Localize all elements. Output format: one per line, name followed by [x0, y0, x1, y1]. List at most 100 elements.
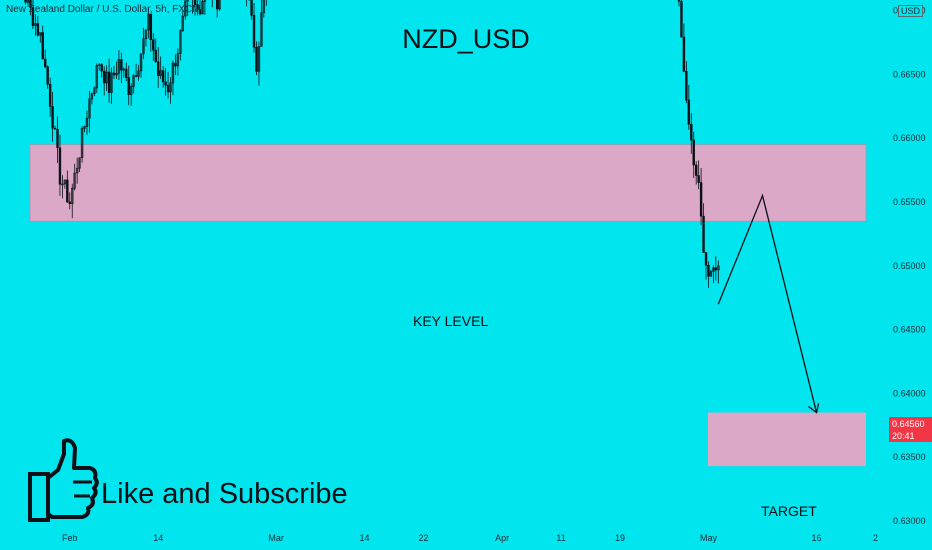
candle-body: [98, 64, 101, 66]
y-tick-label: 0.66500: [893, 69, 926, 79]
candle-body: [257, 46, 261, 72]
y-tick-label: 0.63000: [893, 516, 926, 526]
candle-body: [88, 98, 91, 119]
x-tick-label: Mar: [268, 533, 284, 543]
arrow-head: [808, 403, 820, 414]
candle-body: [80, 127, 84, 158]
candle-body: [702, 215, 705, 253]
candle-body: [39, 32, 42, 36]
candle-body: [218, 0, 221, 10]
candle-body: [154, 49, 157, 63]
candle-body: [161, 70, 165, 83]
candle-body: [36, 23, 40, 36]
candle-body: [112, 72, 116, 76]
x-tick-label: 2: [873, 533, 878, 543]
x-tick-label: 14: [153, 533, 163, 543]
candle-body: [164, 81, 167, 86]
candle-body: [51, 106, 54, 129]
candle-body: [73, 172, 76, 189]
candle-body: [250, 0, 253, 16]
projected-path-line: [717, 193, 818, 413]
candle-body: [176, 53, 180, 67]
candle-body: [714, 267, 718, 271]
candle-body: [105, 71, 108, 84]
candle-body: [34, 23, 37, 26]
target-zone: [708, 412, 866, 467]
y-tick-label: 0.65500: [893, 197, 926, 207]
candle-body: [115, 73, 118, 76]
currency-selector[interactable]: USD: [898, 5, 924, 17]
candle-body: [174, 62, 177, 67]
candle-body: [697, 175, 700, 183]
candle-body: [26, 0, 30, 3]
target-label: TARGET: [761, 503, 817, 519]
candle-body: [78, 157, 81, 169]
x-tick-label: Feb: [62, 533, 78, 543]
candle-body: [677, 0, 681, 2]
candle-body: [184, 0, 187, 17]
candle-body: [127, 77, 130, 95]
candle-body: [157, 61, 160, 76]
candle-body: [41, 32, 44, 60]
candle-body: [134, 75, 138, 77]
candle-body: [144, 29, 148, 40]
candle-body: [694, 164, 698, 176]
candle-body: [75, 167, 79, 174]
candle-body: [262, 0, 266, 14]
candle-body: [122, 68, 126, 71]
candle-body: [100, 64, 103, 72]
candle-body: [90, 93, 94, 100]
candle-body: [129, 86, 133, 95]
candle-body: [147, 13, 150, 31]
candle-body: [46, 66, 49, 85]
candle-body: [93, 87, 96, 95]
candle-body: [680, 0, 683, 38]
candle-body: [117, 59, 121, 74]
candle-body: [152, 39, 155, 51]
candle-body: [685, 71, 688, 101]
candle-body: [169, 82, 172, 93]
candle-body: [102, 70, 106, 84]
candle-body: [48, 83, 52, 107]
candle-body: [110, 72, 113, 93]
last-price: 0.64560: [892, 419, 925, 429]
key-level-label: KEY LEVEL: [413, 313, 489, 329]
candle-body: [53, 127, 57, 130]
candle-body: [166, 84, 170, 93]
candle-body: [125, 68, 128, 78]
candle-body: [24, 0, 27, 3]
candle-body: [83, 126, 86, 129]
candle-body: [260, 12, 263, 47]
key-level-zone: [29, 144, 867, 222]
candle-body: [66, 179, 69, 203]
candle-body: [56, 128, 59, 149]
candle-body: [142, 38, 145, 55]
like-subscribe-text: Like and Subscribe: [101, 478, 348, 510]
candle-body: [215, 0, 219, 10]
candle-body: [171, 62, 175, 84]
y-tick-label: 0.63500: [893, 452, 926, 462]
candle-body: [186, 0, 189, 2]
x-tick-label: 11: [556, 533, 565, 543]
instrument-header: New Zealand Dollar / U.S. Dollar, 5h, FX…: [6, 4, 201, 15]
candle-body: [692, 139, 695, 166]
last-price-badge: 0.64560 20:41: [889, 417, 932, 442]
candle-body: [717, 265, 720, 271]
candle-body: [85, 117, 89, 127]
candle-body: [132, 75, 135, 87]
candle-body: [255, 47, 258, 72]
candle-body: [709, 271, 713, 277]
x-tick-label: 14: [360, 533, 370, 543]
candle-body: [198, 9, 202, 15]
x-tick-label: 19: [615, 533, 625, 543]
candle-body: [203, 0, 207, 2]
candle-body: [58, 147, 62, 185]
candle-body: [707, 264, 710, 277]
candle-body: [31, 7, 35, 26]
candle-body: [95, 65, 99, 89]
candle-body: [71, 187, 74, 204]
thumbs-up-icon: [28, 438, 99, 522]
candle-body: [159, 70, 162, 76]
